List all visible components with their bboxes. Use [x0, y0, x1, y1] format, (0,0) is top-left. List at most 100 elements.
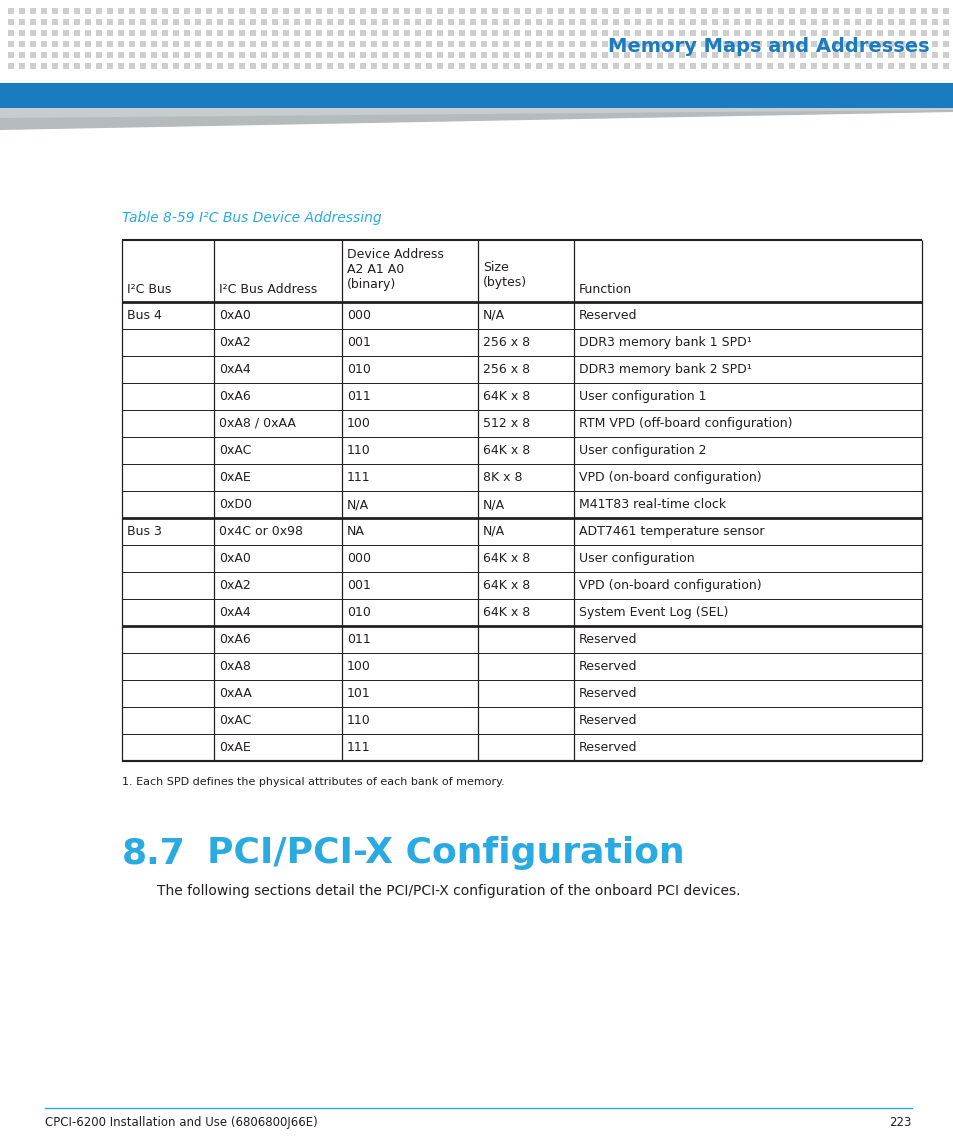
Bar [283, 19, 289, 25]
Bar [733, 63, 740, 69]
Bar [865, 63, 871, 69]
Bar [679, 41, 684, 47]
Bar [30, 52, 36, 58]
Bar [206, 8, 212, 14]
Bar [96, 41, 102, 47]
Bar [371, 63, 376, 69]
Text: Reserved: Reserved [578, 714, 637, 727]
Bar [590, 52, 597, 58]
Bar [337, 30, 344, 35]
Bar [206, 41, 212, 47]
Bar [458, 63, 464, 69]
Bar [184, 19, 190, 25]
Bar [458, 8, 464, 14]
Bar [887, 30, 893, 35]
Bar [52, 8, 58, 14]
Bar [568, 19, 575, 25]
Text: 64K x 8: 64K x 8 [482, 444, 530, 457]
Text: 0xA2: 0xA2 [219, 579, 251, 592]
Text: 223: 223 [889, 1116, 911, 1129]
Text: DDR3 memory bank 2 SPD¹: DDR3 memory bank 2 SPD¹ [578, 363, 751, 376]
Bar [854, 19, 861, 25]
Bar [755, 8, 761, 14]
Text: VPD (on-board configuration): VPD (on-board configuration) [578, 471, 760, 484]
Bar [470, 30, 476, 35]
Text: Size: Size [482, 261, 508, 274]
Bar [524, 30, 531, 35]
Bar [635, 52, 640, 58]
Bar [679, 19, 684, 25]
Bar [107, 63, 112, 69]
Bar [821, 30, 827, 35]
Bar [843, 52, 849, 58]
Bar [645, 19, 651, 25]
Bar [194, 63, 201, 69]
Bar [393, 8, 398, 14]
Bar [679, 52, 684, 58]
Bar [315, 19, 322, 25]
Text: Function: Function [578, 283, 632, 297]
Text: Reserved: Reserved [578, 660, 637, 673]
Bar [107, 8, 112, 14]
Text: The following sections detail the PCI/PCI-X configuration of the onboard PCI dev: The following sections detail the PCI/PC… [157, 884, 740, 898]
Bar [876, 63, 882, 69]
Bar [272, 41, 277, 47]
Bar [700, 30, 706, 35]
Bar [415, 52, 420, 58]
Bar [635, 41, 640, 47]
Bar [118, 19, 124, 25]
Bar [371, 8, 376, 14]
Bar [514, 19, 519, 25]
Bar [283, 41, 289, 47]
Bar [832, 63, 838, 69]
Bar [283, 63, 289, 69]
Bar [635, 63, 640, 69]
Bar [536, 30, 541, 35]
Bar [667, 19, 673, 25]
Bar [601, 30, 607, 35]
Bar [832, 52, 838, 58]
Bar [151, 8, 157, 14]
Bar [722, 41, 728, 47]
Bar [129, 8, 135, 14]
Text: Reserved: Reserved [578, 309, 637, 322]
Text: 010: 010 [347, 606, 371, 619]
Bar [568, 41, 575, 47]
Bar [436, 41, 442, 47]
Text: 100: 100 [347, 417, 371, 431]
Text: 256 x 8: 256 x 8 [482, 335, 530, 349]
Bar [393, 63, 398, 69]
Bar [865, 8, 871, 14]
Text: 8K x 8: 8K x 8 [482, 471, 522, 484]
Bar [63, 19, 69, 25]
Text: (binary): (binary) [347, 278, 395, 291]
Bar [448, 30, 454, 35]
Text: 000: 000 [347, 552, 371, 564]
Bar [854, 8, 861, 14]
Bar [613, 52, 618, 58]
Text: (bytes): (bytes) [482, 276, 527, 289]
Bar [261, 19, 267, 25]
Bar [63, 41, 69, 47]
Text: Bus 3: Bus 3 [127, 526, 162, 538]
Bar [239, 41, 245, 47]
Bar [415, 63, 420, 69]
Text: 0xA0: 0xA0 [219, 552, 251, 564]
Bar [755, 41, 761, 47]
Bar [920, 30, 926, 35]
Bar [800, 19, 805, 25]
Bar [426, 19, 432, 25]
Bar [887, 8, 893, 14]
Text: 001: 001 [347, 579, 371, 592]
Bar [381, 30, 388, 35]
Bar [8, 52, 14, 58]
Bar [85, 52, 91, 58]
Bar [843, 19, 849, 25]
Text: System Event Log (SEL): System Event Log (SEL) [578, 606, 727, 619]
Bar [294, 52, 299, 58]
Bar [821, 52, 827, 58]
Bar [359, 52, 366, 58]
Bar [19, 19, 25, 25]
Bar [568, 8, 575, 14]
Bar [700, 8, 706, 14]
